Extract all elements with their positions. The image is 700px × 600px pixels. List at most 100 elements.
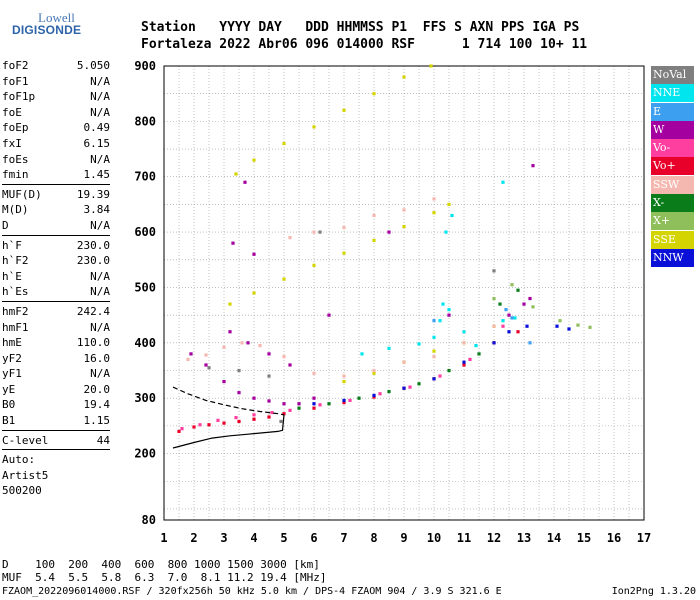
param-value: 6.15 — [83, 136, 111, 150]
data-point-ssw — [342, 374, 346, 378]
data-point-nne — [447, 308, 451, 312]
param-divider — [2, 234, 110, 236]
data-point-ssw — [222, 345, 226, 349]
param-value: N/A — [90, 367, 110, 381]
data-point-w — [387, 230, 391, 234]
param-value: 20.0 — [83, 382, 111, 396]
param-value: N/A — [90, 90, 110, 104]
data-point-vo- — [192, 425, 196, 429]
data-point-noval — [279, 419, 283, 424]
data-point-x- — [327, 402, 331, 406]
data-point-sse — [402, 224, 406, 229]
param-value: 5.050 — [76, 59, 110, 72]
data-point-w — [246, 341, 250, 345]
data-point-w — [282, 402, 286, 406]
param-row: B0 19.4 — [2, 397, 110, 413]
x-tick-label: 9 — [400, 531, 407, 545]
param-value: 44 — [96, 433, 110, 447]
data-point-w — [327, 313, 331, 317]
data-point-nne — [513, 316, 517, 320]
data-point-sse — [342, 379, 346, 384]
param-value: 3.84 — [83, 203, 111, 217]
footer-file-info: FZAOM_2022096014000.RSF / 320fx256h 50 k… — [2, 586, 502, 597]
param-value: N/A — [90, 218, 110, 232]
param-label: M(D) — [2, 203, 29, 217]
autoscaling-info-line: Auto: — [2, 453, 36, 467]
data-point-w — [222, 379, 226, 384]
x-tick-label: 10 — [427, 531, 441, 545]
legend-item-sse: SSE — [651, 230, 694, 249]
y-tick-label: 600 — [134, 225, 156, 239]
data-point-w — [228, 330, 232, 334]
data-point-vo- — [468, 357, 472, 362]
legend-item-nne: NNE — [651, 84, 694, 103]
param-label: C-level — [2, 433, 49, 447]
param-row: foF1p N/A — [2, 89, 110, 105]
param-value: N/A — [90, 285, 110, 299]
data-point-sse — [372, 92, 376, 96]
y-tick-label: 500 — [134, 280, 156, 294]
data-point-vo- — [252, 417, 256, 421]
data-point-sse — [252, 158, 256, 162]
data-point-w — [288, 363, 292, 367]
param-row: C-level 44 — [2, 433, 110, 449]
param-value: 1.45 — [83, 168, 111, 182]
legend-item-x-: X+ — [651, 212, 694, 231]
data-point-vo- — [237, 419, 241, 424]
header-column-labels: Station YYYY DAY DDD HHMMSS P1 FFS S AXN… — [141, 20, 580, 35]
x-tick-label: 12 — [487, 531, 501, 545]
data-point-ssw — [462, 341, 466, 345]
plot-frame — [163, 65, 645, 521]
data-point-x- — [531, 305, 535, 309]
data-point-nnw — [402, 386, 406, 390]
y-tick-label: 300 — [134, 391, 156, 405]
autoscaling-info-line: Artist5 — [2, 468, 49, 482]
legend-item-e: E — [651, 102, 694, 121]
param-row: hmF1 N/A — [2, 320, 110, 336]
param-label: hmF2 — [2, 304, 29, 318]
data-point-w — [231, 241, 235, 245]
data-point-ssw — [288, 236, 292, 240]
param-value: 19.4 — [83, 398, 111, 412]
y-tick-label: 700 — [134, 170, 156, 184]
param-label: foF1p — [2, 90, 36, 104]
param-row: h`E N/A — [2, 269, 110, 285]
data-point-vo- — [216, 418, 220, 422]
header-station-values: Fortaleza 2022 Abr06 096 014000 RSF 1 71… — [141, 37, 588, 52]
param-row: fmin 1.45 — [2, 167, 110, 183]
param-row: h`F 230.0 — [2, 238, 110, 254]
param-label: yF1 — [2, 367, 22, 381]
data-point-sse — [312, 125, 316, 129]
param-row: foEs N/A — [2, 152, 110, 168]
y-tick-label: 80 — [142, 513, 156, 527]
data-point-sse — [447, 202, 451, 207]
footer-muf-row: MUF 5.4 5.5 5.8 6.3 7.0 8.1 11.2 19.4 [M… — [2, 571, 327, 584]
data-point-ssw — [342, 226, 346, 230]
param-divider — [2, 300, 110, 302]
data-point-nnw — [342, 398, 346, 403]
data-point-nne — [387, 346, 391, 350]
data-point-nnw — [462, 360, 466, 364]
data-point-ssw — [258, 343, 262, 348]
y-tick-label: 800 — [134, 114, 156, 128]
data-point-vo- — [312, 406, 316, 410]
data-point-e — [504, 308, 508, 312]
data-point-sse — [252, 291, 256, 295]
data-point-ssw — [240, 341, 244, 345]
x-tick-label: 4 — [250, 531, 257, 545]
data-point-w — [243, 180, 247, 184]
data-point-vo- — [267, 415, 271, 419]
x-tick-label: 7 — [340, 531, 347, 545]
data-point-w — [531, 164, 535, 168]
legend-item-nnw: NNW — [651, 248, 694, 267]
param-row: fxI 6.15 — [2, 136, 110, 152]
x-tick-label: 5 — [280, 531, 287, 545]
data-point-w — [507, 313, 511, 317]
data-point-sse — [372, 238, 376, 243]
data-point-ssw — [282, 355, 286, 359]
param-row: M(D) 3.84 — [2, 202, 110, 218]
data-point-vo- — [282, 412, 286, 416]
data-point-vo- — [372, 395, 376, 399]
param-row: foE N/A — [2, 105, 110, 121]
data-point-noval — [267, 374, 271, 378]
